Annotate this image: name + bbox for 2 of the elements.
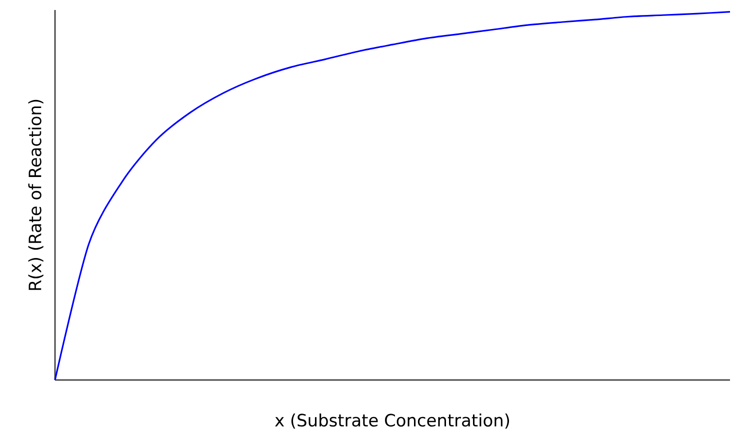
y-axis-title: R(x) (Rate of Reaction) [28,100,44,290]
x-axis-title: x (Substrate Concentration) [275,414,510,429]
